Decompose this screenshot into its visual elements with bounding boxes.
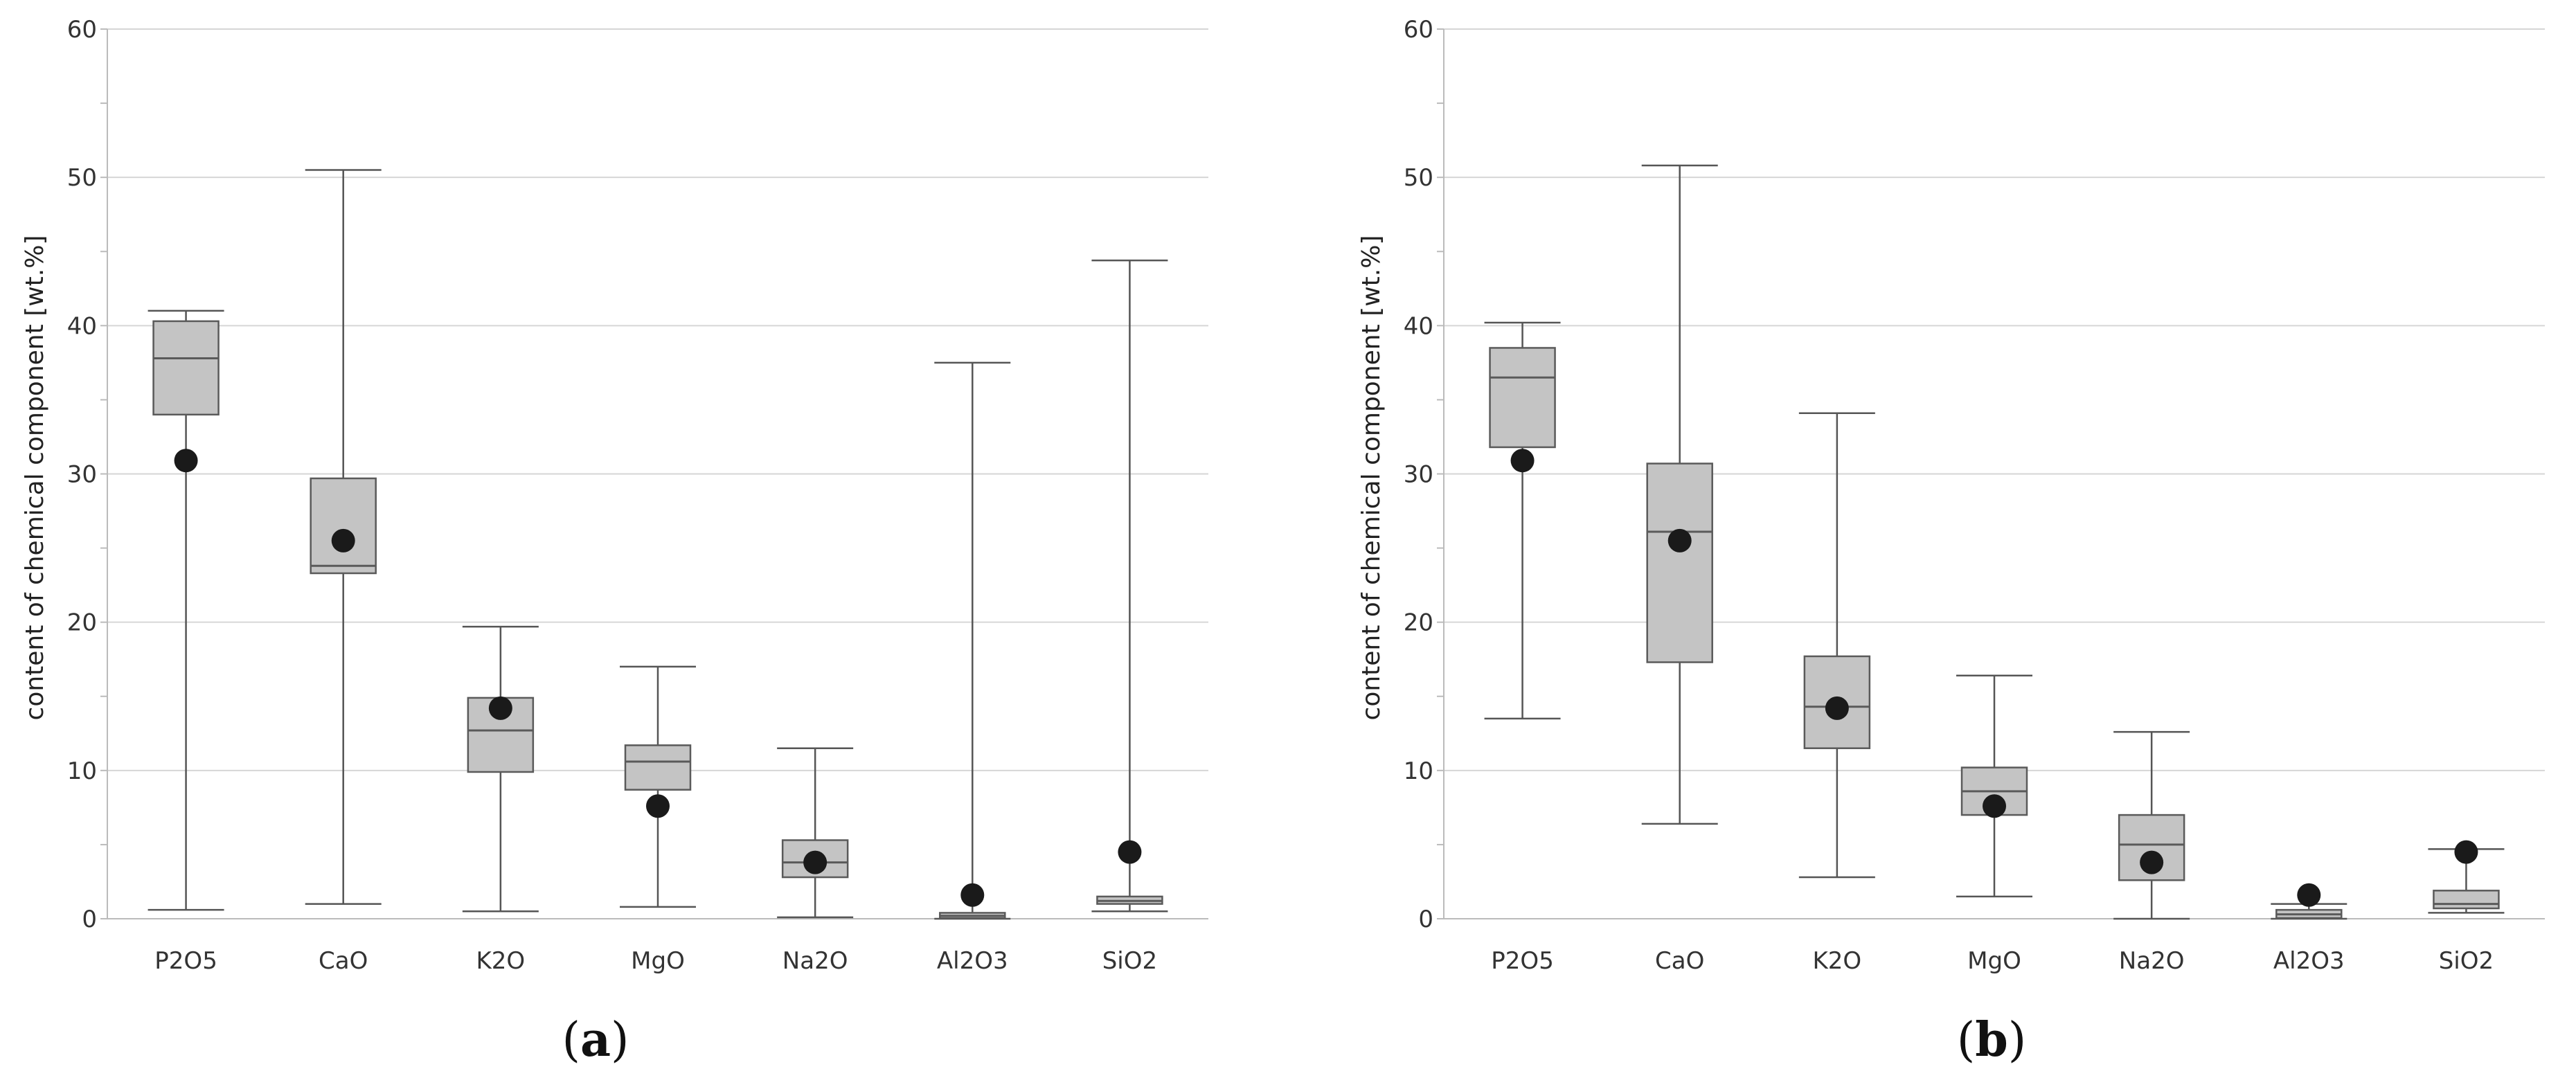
a-mean-marker-SiO2 <box>1118 840 1142 864</box>
a-iqr-box-CaO <box>310 477 377 575</box>
b-x-tick-P2O5: P2O5 <box>1491 947 1554 975</box>
a-x-tick-P2O5: P2O5 <box>154 947 217 975</box>
a-mean-marker-Al2O3 <box>960 883 985 907</box>
a-iqr-box-MgO <box>624 744 692 791</box>
b-x-tick-MgO: MgO <box>1967 947 2021 975</box>
b-y-tick-30: 30 <box>1404 461 1433 489</box>
b-iqr-box-SiO2 <box>2433 890 2500 910</box>
a-y-tick-20: 20 <box>67 609 97 637</box>
a-box-P2O5 <box>147 309 224 911</box>
b-mean-marker-K2O <box>1825 696 1849 720</box>
b-x-tick-Na2O: Na2O <box>2119 947 2185 975</box>
b-mean-marker-MgO <box>1983 794 2006 818</box>
panel-a-box-plot: 0 10 20 30 40 50 60 P2O5 CaO K2O MgO Na2O Al2O3 SiO2 <box>67 16 1208 975</box>
b-box-K2O <box>1798 412 1875 879</box>
b-mean-marker-Na2O <box>2140 850 2164 874</box>
b-y-tick-40: 40 <box>1404 312 1433 340</box>
a-mean-marker-CaO <box>331 528 355 553</box>
a-mean-marker-P2O5 <box>174 449 198 473</box>
b-x-tick-CaO: CaO <box>1655 947 1704 975</box>
b-x-tick-SiO2: SiO2 <box>2439 947 2494 975</box>
a-x-tick-CaO: CaO <box>319 947 368 975</box>
b-x-tick-K2O: K2O <box>1813 947 1862 975</box>
a-mean-marker-K2O <box>488 696 512 720</box>
a-box-K2O <box>462 625 539 913</box>
b-y-tick-60: 60 <box>1404 16 1433 44</box>
b-box-Al2O3 <box>2271 883 2347 920</box>
a-mean-marker-MgO <box>646 794 670 818</box>
a-x-tick-Na2O: Na2O <box>782 947 848 975</box>
b-mean-marker-SiO2 <box>2454 840 2478 864</box>
a-y-tick-30: 30 <box>67 461 97 489</box>
a-box-CaO <box>305 169 382 905</box>
b-box-SiO2 <box>2428 840 2505 914</box>
b-iqr-box-P2O5 <box>1489 347 1556 449</box>
b-box-CaO <box>1641 164 1718 825</box>
b-mean-marker-Al2O3 <box>2297 883 2321 907</box>
a-y-tick-40: 40 <box>67 312 97 340</box>
a-x-tick-MgO: MgO <box>631 947 685 975</box>
b-mean-marker-P2O5 <box>1510 449 1535 473</box>
a-box-Al2O3 <box>934 361 1011 920</box>
a-y-tick-50: 50 <box>67 164 97 192</box>
a-x-tick-K2O: K2O <box>476 947 526 975</box>
panel-b-y-axis-label: content of chemical component [wt.%] <box>1357 235 1386 721</box>
b-iqr-box-CaO <box>1646 462 1713 663</box>
b-x-tick-Al2O3: Al2O3 <box>2273 947 2345 975</box>
b-mean-marker-CaO <box>1667 528 1692 553</box>
a-y-tick-10: 10 <box>67 757 97 785</box>
a-y-tick-60: 60 <box>67 16 97 44</box>
a-box-MgO <box>620 665 696 908</box>
b-y-tick-10: 10 <box>1404 757 1433 785</box>
panel-a-y-axis-label: content of chemical component [wt.%] <box>21 235 49 721</box>
b-y-tick-20: 20 <box>1404 609 1433 637</box>
a-x-tick-Al2O3: Al2O3 <box>937 947 1008 975</box>
b-y-tick-50: 50 <box>1404 164 1433 192</box>
b-box-MgO <box>1956 674 2032 898</box>
a-x-tick-SiO2: SiO2 <box>1102 947 1157 975</box>
a-mean-marker-Na2O <box>803 850 828 874</box>
panel-b-box-plot: 0 10 20 30 40 50 60 P2O5 CaO K2O MgO Na2O Al2O3 SiO2 <box>1404 16 2545 975</box>
a-box-Na2O <box>777 747 854 919</box>
a-iqr-box-P2O5 <box>152 320 220 416</box>
panel-b-label: (b) <box>1957 1012 2027 1068</box>
b-y-tick-0: 0 <box>1418 906 1433 933</box>
a-y-tick-0: 0 <box>82 906 97 933</box>
b-box-P2O5 <box>1484 321 1561 720</box>
panel-a-label: (a) <box>562 1012 629 1068</box>
a-box-SiO2 <box>1091 259 1168 913</box>
b-box-Na2O <box>2113 730 2190 920</box>
